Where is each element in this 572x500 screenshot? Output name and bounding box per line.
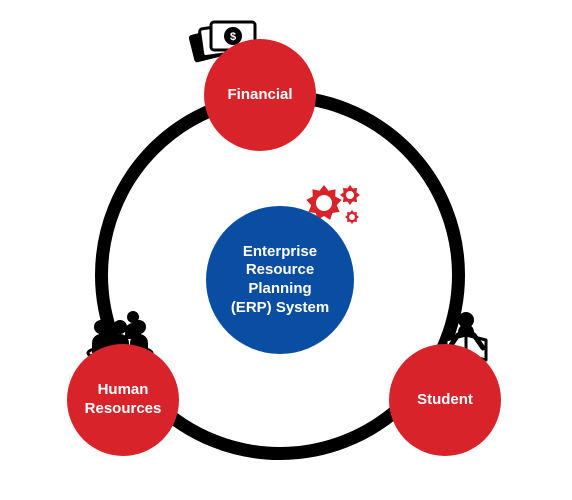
svg-text:$: $ <box>230 31 236 43</box>
node-human-resources: HumanResources <box>67 344 179 456</box>
node-student-label: Student <box>411 391 479 410</box>
center-hub: EnterpriseResourcePlanning(ERP) System <box>206 206 354 354</box>
node-human-resources-label: HumanResources <box>79 381 168 419</box>
center-hub-label: EnterpriseResourcePlanning(ERP) System <box>225 243 335 318</box>
node-financial-label: Financial <box>221 86 298 105</box>
node-student: Student <box>389 344 501 456</box>
node-financial: Financial <box>204 39 316 151</box>
